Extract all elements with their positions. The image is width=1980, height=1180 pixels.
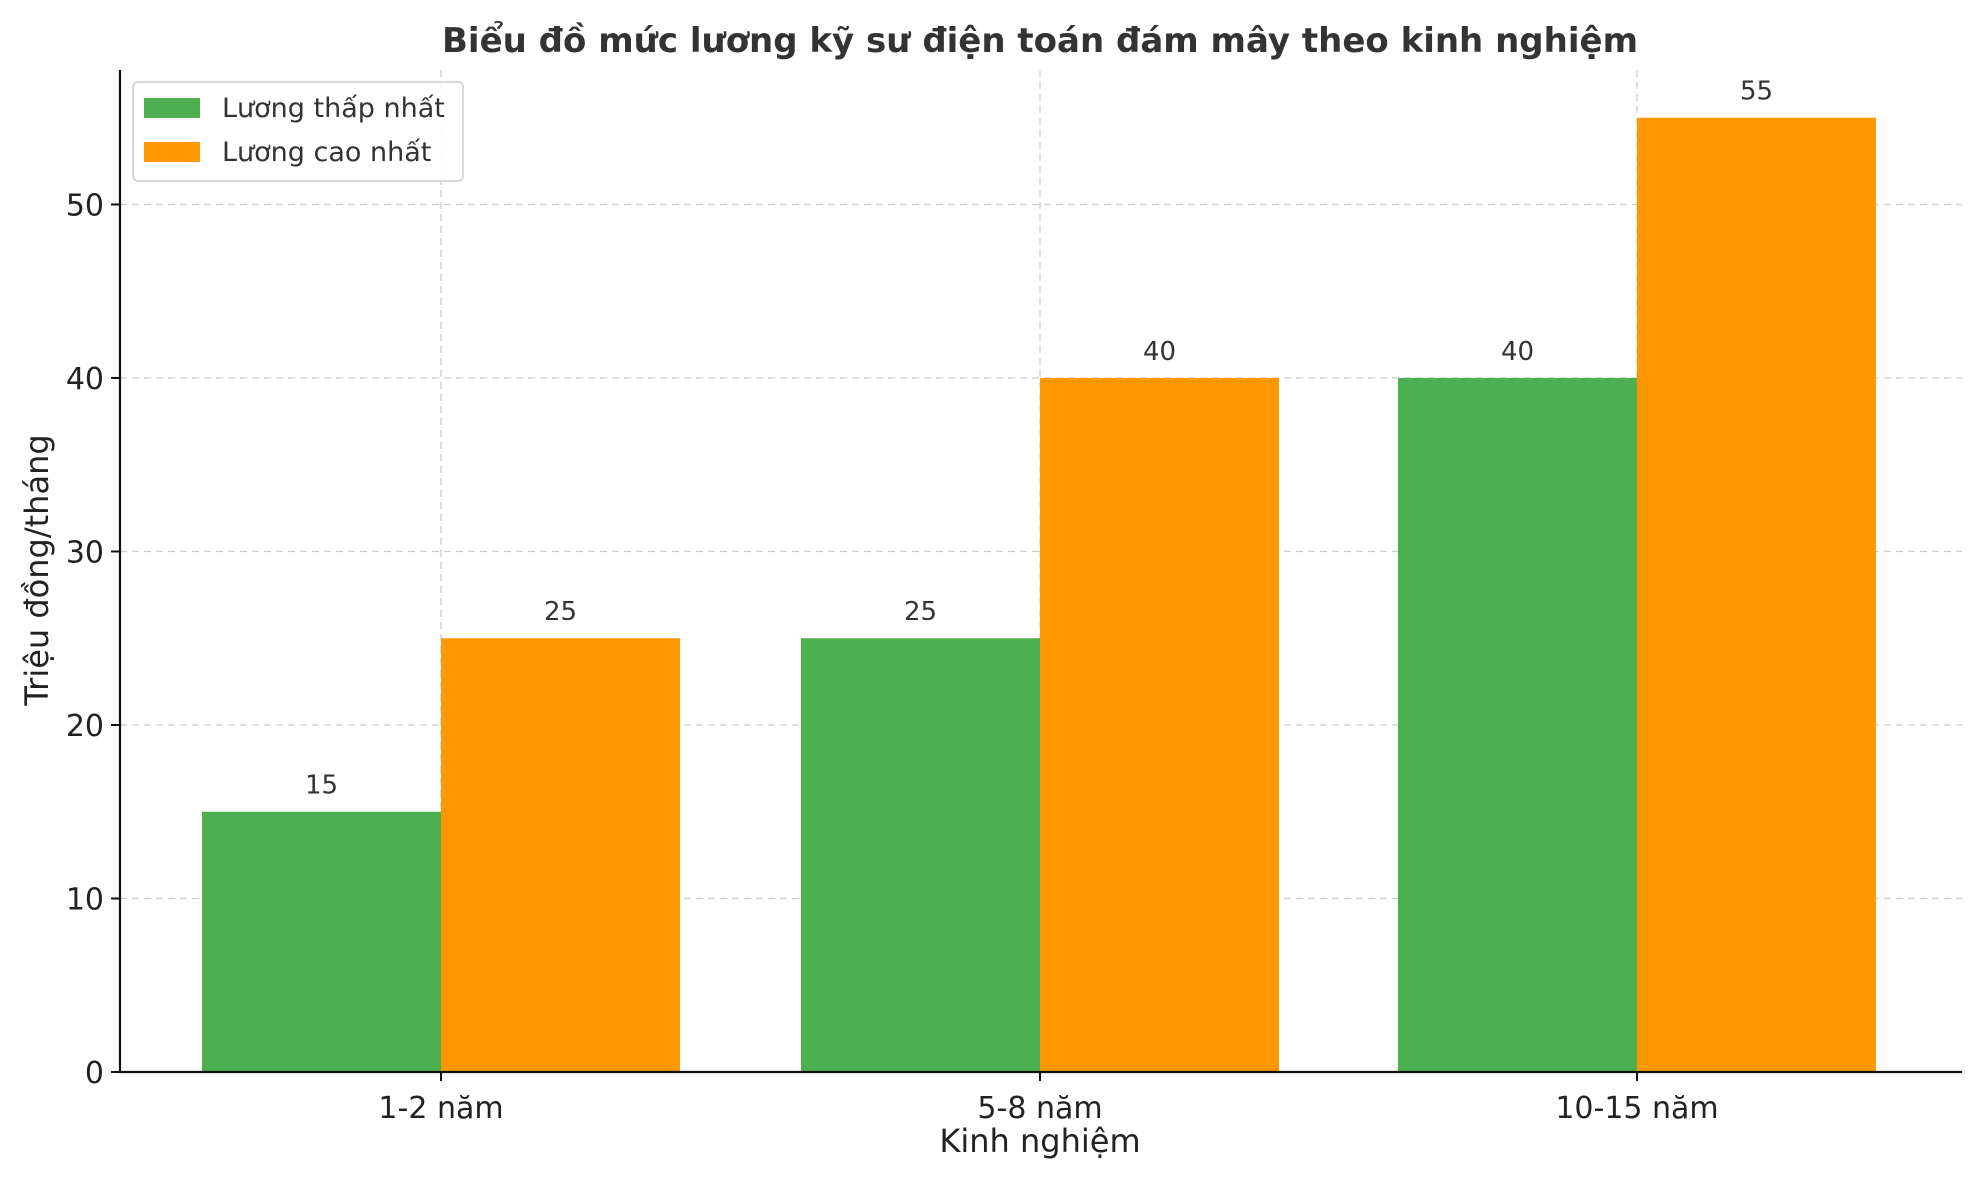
bars [202, 117, 1876, 1073]
data-label-series-0-cat-0: 15 [305, 771, 338, 801]
data-label-series-0-cat-2: 40 [1501, 337, 1534, 367]
y-tick-label-0: 0 [85, 1056, 104, 1091]
data-label-series-0-cat-1: 25 [904, 597, 937, 627]
bar-series-1-cat-2 [1637, 117, 1876, 1072]
bar-series-0-cat-1 [801, 638, 1040, 1072]
x-tick-label-1: 5-8 năm [977, 1091, 1102, 1126]
data-labels: 15 25 40 25 40 55 [305, 77, 1773, 801]
legend: Lương thấp nhất Lương cao nhất [132, 81, 464, 182]
data-label-series-1-cat-1: 40 [1143, 337, 1176, 367]
legend-swatch-1 [144, 142, 200, 162]
data-label-series-1-cat-2: 55 [1740, 77, 1773, 107]
x-tick-label-2: 10-15 năm [1555, 1091, 1718, 1126]
bar-series-0-cat-0 [202, 811, 441, 1072]
legend-box [132, 81, 464, 182]
data-label-series-1-cat-0: 25 [544, 597, 577, 627]
bar-series-0-cat-2 [1398, 377, 1637, 1073]
x-axis-label: Kinh nghiệm [939, 1122, 1140, 1160]
axes: 0 10 20 30 40 50 1-2 năm 5-8 năm 10-15 năm [66, 70, 1962, 1126]
y-tick-label-3: 30 [66, 535, 104, 570]
bar-series-1-cat-1 [1040, 377, 1279, 1073]
y-tick-label-5: 50 [66, 188, 104, 223]
legend-label-0: Lương thấp nhất [222, 93, 445, 124]
legend-swatch-0 [144, 98, 200, 118]
legend-label-1: Lương cao nhất [222, 137, 431, 168]
y-tick-label-1: 10 [66, 882, 104, 917]
chart-title: Biểu đồ mức lương kỹ sư điện toán đám mâ… [442, 20, 1638, 61]
y-axis-label: Triệu đồng/tháng [18, 434, 56, 706]
bar-series-1-cat-0 [441, 638, 680, 1072]
x-tick-label-0: 1-2 năm [378, 1091, 503, 1126]
y-tick-label-2: 20 [66, 709, 104, 744]
y-tick-label-4: 40 [66, 362, 104, 397]
